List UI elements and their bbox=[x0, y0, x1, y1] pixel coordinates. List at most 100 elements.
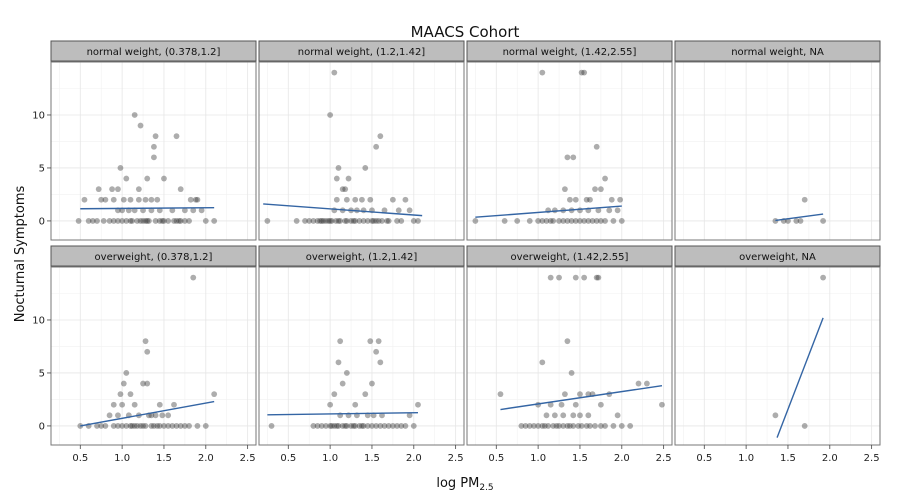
data-point bbox=[587, 196, 593, 203]
data-point bbox=[539, 69, 546, 76]
data-point bbox=[415, 401, 421, 408]
data-point bbox=[367, 196, 374, 203]
data-point bbox=[593, 143, 600, 150]
data-point bbox=[186, 423, 192, 429]
data-point bbox=[583, 423, 590, 429]
data-point bbox=[610, 218, 617, 224]
data-point bbox=[144, 175, 151, 182]
data-point bbox=[131, 112, 138, 118]
y-tick-label: 0 bbox=[39, 421, 45, 432]
data-point bbox=[373, 218, 380, 224]
data-point bbox=[135, 196, 142, 203]
y-axis-title: Nocturnal Symptoms bbox=[13, 185, 28, 322]
data-point bbox=[535, 423, 542, 429]
fit-line bbox=[80, 206, 215, 210]
data-point bbox=[522, 423, 529, 429]
data-point bbox=[142, 423, 149, 429]
data-point bbox=[152, 133, 159, 140]
data-point bbox=[592, 186, 598, 193]
data-point bbox=[602, 423, 608, 429]
data-point bbox=[356, 423, 363, 429]
data-point bbox=[592, 423, 598, 429]
data-point bbox=[331, 423, 338, 429]
data-point bbox=[415, 218, 421, 224]
data-point bbox=[177, 186, 184, 193]
data-point bbox=[123, 423, 130, 429]
data-point bbox=[339, 423, 346, 429]
data-point bbox=[318, 423, 325, 429]
data-point bbox=[335, 165, 342, 171]
data-point bbox=[547, 218, 554, 224]
data-point bbox=[186, 218, 192, 224]
data-point bbox=[394, 218, 400, 224]
data-point bbox=[345, 175, 352, 182]
data-point bbox=[570, 154, 577, 161]
data-point bbox=[793, 218, 800, 224]
x-tick-label: 2.5 bbox=[864, 453, 880, 464]
data-point bbox=[370, 218, 377, 224]
data-point bbox=[570, 423, 577, 429]
data-point bbox=[550, 218, 557, 224]
data-point bbox=[577, 218, 583, 224]
data-point bbox=[165, 412, 172, 419]
data-point bbox=[564, 338, 571, 345]
data-point bbox=[194, 196, 201, 203]
data-point bbox=[585, 412, 592, 419]
data-point bbox=[362, 165, 369, 171]
data-point bbox=[581, 274, 588, 281]
x-tick-label: 0.5 bbox=[696, 453, 712, 464]
data-point bbox=[597, 423, 604, 429]
data-point bbox=[320, 218, 327, 224]
data-point bbox=[198, 207, 205, 214]
data-point bbox=[359, 423, 365, 429]
data-point bbox=[820, 274, 827, 281]
data-point bbox=[564, 423, 571, 429]
data-point bbox=[350, 423, 357, 429]
data-point bbox=[381, 423, 388, 429]
data-point bbox=[369, 380, 375, 387]
data-point bbox=[181, 218, 188, 224]
panel-border bbox=[674, 61, 881, 241]
data-point bbox=[110, 423, 117, 429]
data-point bbox=[568, 370, 575, 376]
y-tick-label: 10 bbox=[32, 315, 45, 326]
data-point bbox=[589, 218, 596, 224]
x-tick-label: 1.5 bbox=[364, 453, 380, 464]
data-point bbox=[360, 207, 367, 214]
data-point bbox=[352, 401, 359, 408]
data-point bbox=[154, 423, 161, 429]
data-point bbox=[331, 69, 338, 76]
data-point bbox=[333, 196, 340, 203]
data-point bbox=[144, 348, 151, 355]
data-point bbox=[367, 338, 374, 345]
data-point bbox=[75, 218, 82, 224]
data-point bbox=[572, 274, 579, 281]
data-point bbox=[553, 423, 560, 429]
data-point bbox=[187, 196, 194, 203]
x-tick-label: 1.0 bbox=[114, 453, 130, 464]
data-point bbox=[123, 218, 130, 224]
data-point bbox=[156, 423, 163, 429]
data-point bbox=[389, 196, 396, 203]
data-point bbox=[602, 175, 608, 182]
data-point bbox=[144, 218, 151, 224]
data-point bbox=[570, 412, 577, 419]
data-point bbox=[181, 207, 188, 214]
data-point bbox=[85, 218, 92, 224]
strip-label: overweight, (1.2,1.42] bbox=[306, 252, 418, 263]
data-point bbox=[333, 218, 339, 224]
data-point bbox=[575, 423, 582, 429]
data-point bbox=[169, 207, 176, 214]
data-point bbox=[369, 218, 375, 224]
data-point bbox=[593, 274, 600, 281]
data-point bbox=[148, 423, 155, 429]
fit-line bbox=[775, 213, 824, 222]
data-point bbox=[135, 186, 142, 193]
data-point bbox=[81, 196, 88, 203]
data-point bbox=[328, 218, 335, 224]
data-point bbox=[564, 218, 571, 224]
data-point bbox=[377, 359, 384, 366]
strip-background bbox=[50, 40, 257, 62]
data-point bbox=[335, 218, 342, 224]
data-point bbox=[561, 391, 568, 398]
